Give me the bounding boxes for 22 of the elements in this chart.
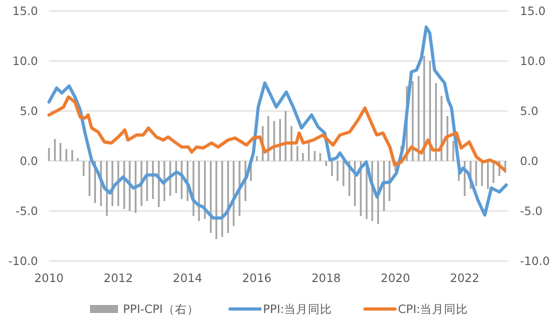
x-tick-label: 2020 — [380, 271, 410, 285]
y-tick-label: 0.0 — [20, 154, 38, 168]
y2-tick-label: -10.0 — [520, 254, 550, 268]
y2-tick-label: 10.0 — [520, 54, 546, 68]
y2-tick-label: 0.0 — [520, 154, 538, 168]
y-tick-label: -5.0 — [16, 204, 38, 218]
y2-tick-label: 15.0 — [520, 4, 546, 18]
x-tick-label: 2014 — [172, 271, 202, 285]
x-tick-label: 2018 — [311, 271, 341, 285]
legend-label: CPI:当月同比 — [398, 302, 468, 316]
x-tick-label: 2012 — [104, 271, 133, 285]
legend-label: PPI:当月同比 — [263, 302, 332, 316]
y2-tick-label: -5.0 — [520, 204, 542, 218]
legend-label: PPI-CPI（右） — [123, 302, 199, 316]
y-tick-label: 10.0 — [12, 54, 38, 68]
x-tick-label: 2010 — [34, 271, 64, 285]
y-tick-label: 5.0 — [20, 104, 38, 118]
y-tick-label: 15.0 — [12, 4, 38, 18]
y-tick-label: -10.0 — [8, 254, 38, 268]
x-tick-label: 2022 — [450, 271, 480, 285]
y2-tick-label: 5.0 — [520, 104, 538, 118]
x-tick-label: 2016 — [242, 271, 272, 285]
